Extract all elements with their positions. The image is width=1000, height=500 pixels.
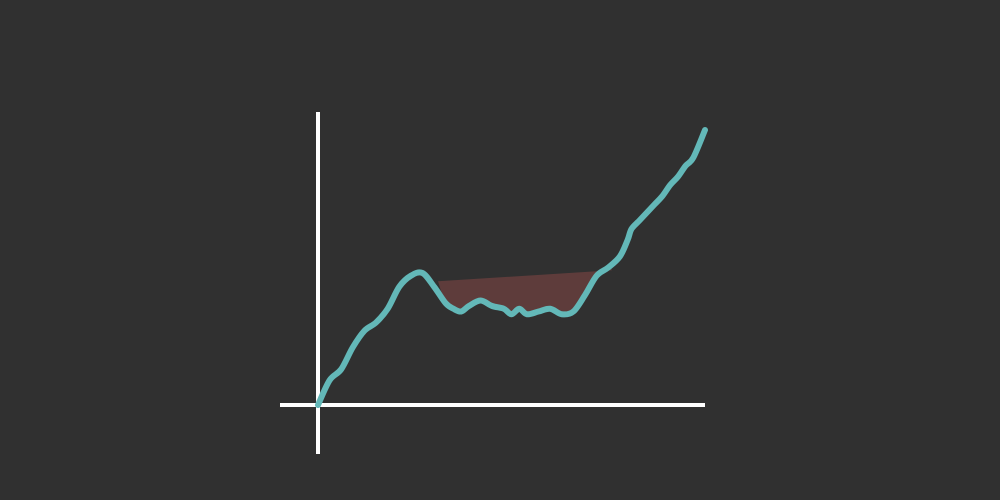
series-line xyxy=(315,127,708,408)
shaded-region xyxy=(437,267,613,315)
